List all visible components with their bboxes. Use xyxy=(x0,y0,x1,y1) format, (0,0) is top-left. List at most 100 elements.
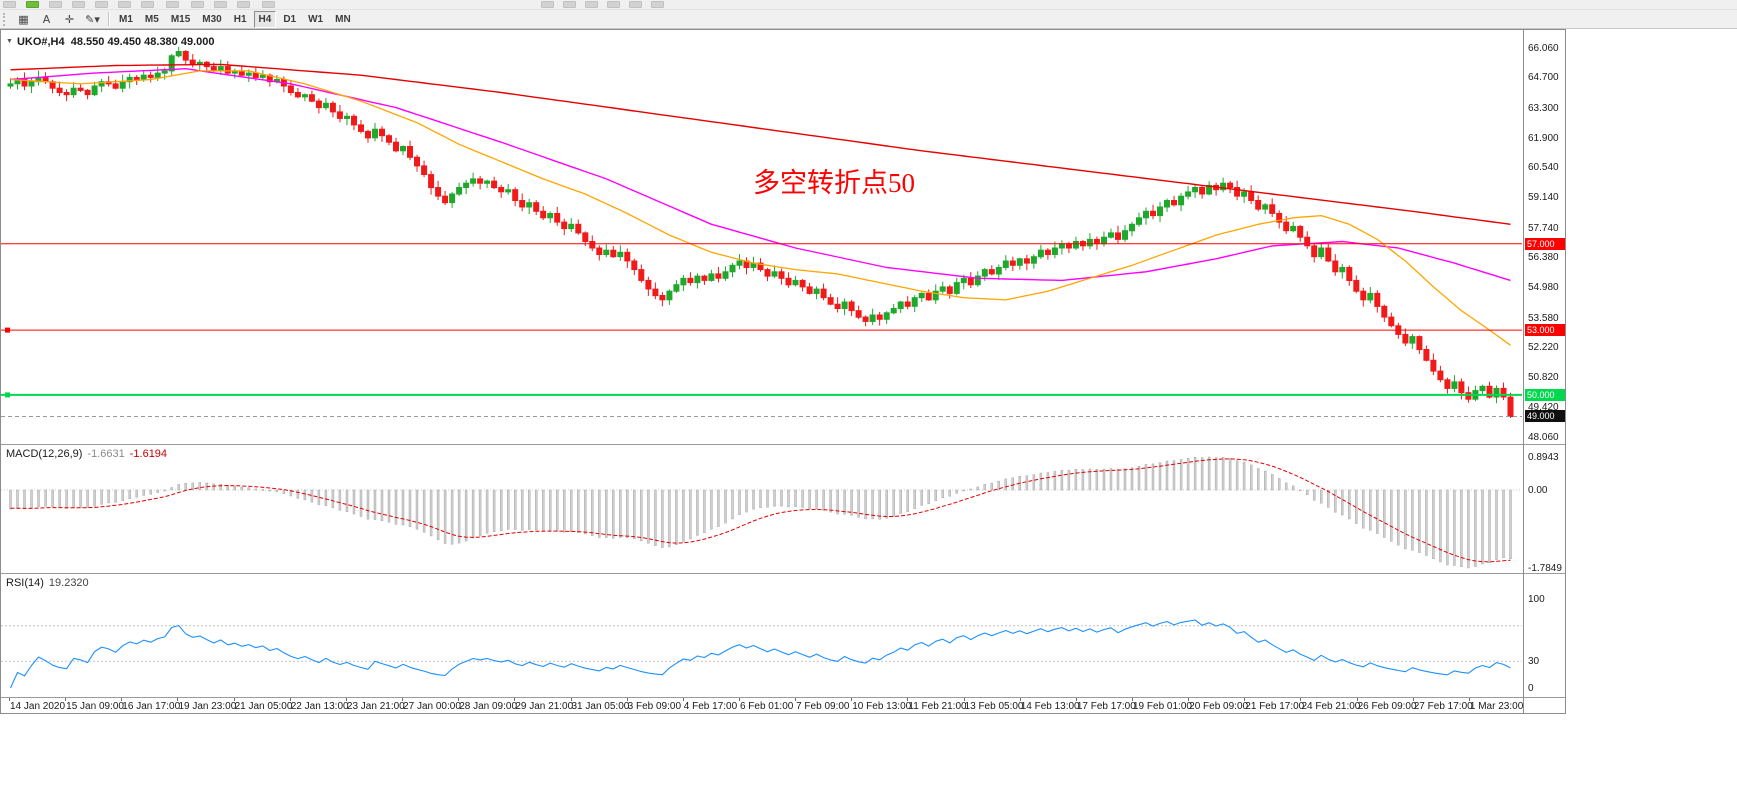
rsi-line xyxy=(9,619,1511,689)
price-scale[interactable]: 66.060 64.700 63.300 61.900 60.540 59.140 57.7… xyxy=(1523,30,1566,713)
last-price-tag: 49.000 xyxy=(1525,410,1565,423)
hline-handle[interactable] xyxy=(5,327,10,333)
timeframe-button-m30[interactable]: M30 xyxy=(202,13,222,25)
partial-toolbar-icon[interactable] xyxy=(651,1,664,8)
time-tick xyxy=(402,698,404,701)
macd-chart-canvas[interactable] xyxy=(1,446,1522,573)
time-tick xyxy=(795,698,797,701)
rsi-name: RSI(14) xyxy=(6,577,44,589)
rsi-scale-label: 0 xyxy=(1528,683,1534,694)
partial-toolbar-icon[interactable] xyxy=(72,1,85,8)
ma-fast-orange[interactable] xyxy=(10,70,1511,346)
chart-text-annotation[interactable]: 多空转折点50 xyxy=(753,168,915,198)
time-tick xyxy=(1356,698,1358,701)
date-label: 19 Feb 01:00 xyxy=(1133,701,1192,712)
chart-title-symbol: UKO#,H4 xyxy=(16,36,65,48)
partial-toolbar-icon[interactable] xyxy=(629,1,642,8)
price-scale-label: 48.060 xyxy=(1528,431,1559,443)
price-scale-label: 66.060 xyxy=(1528,43,1559,54)
partial-toolbar-icon[interactable] xyxy=(141,1,154,8)
timeframe-button-m15[interactable]: M15 xyxy=(170,13,191,25)
rsi-value: 19.2320 xyxy=(48,577,89,589)
price-scale-label: 57.740 xyxy=(1528,222,1559,234)
partial-toolbar-icon[interactable] xyxy=(118,1,131,8)
panel-separator[interactable] xyxy=(1,444,1565,445)
date-label: 27 Feb 17:00 xyxy=(1413,701,1473,712)
hline-handle[interactable] xyxy=(5,392,10,398)
rsi-panel[interactable]: RSI(14) 19.2320 xyxy=(1,575,1522,697)
time-tick xyxy=(682,698,684,701)
date-label: 20 Feb 09:00 xyxy=(1189,701,1249,712)
date-label: 23 Jan 21:00 xyxy=(346,701,405,712)
rsi-chart-canvas[interactable] xyxy=(1,575,1522,697)
price-panel[interactable]: ▼ UKO#,H4 48.550 49.450 48.380 49.000 多空转… xyxy=(1,30,1522,444)
panel-separator[interactable] xyxy=(1,573,1565,574)
timeframe-button-h1[interactable]: H1 xyxy=(233,13,247,25)
date-label: 29 Jan 21:00 xyxy=(515,701,574,712)
time-tick xyxy=(121,698,123,701)
price-scale-label: 64.700 xyxy=(1528,72,1559,84)
timeframe-button-m5[interactable]: M5 xyxy=(144,13,159,25)
crosshair-button[interactable]: ✛ xyxy=(59,10,80,28)
toolbar-gripper[interactable] xyxy=(3,12,9,26)
chart-window: ▼ UKO#,H4 48.550 49.450 48.380 49.000 多空转… xyxy=(0,29,1566,714)
date-label: 22 Jan 13:00 xyxy=(290,701,349,712)
partial-toolbar-icon[interactable] xyxy=(563,1,576,8)
time-tick xyxy=(1019,698,1021,701)
partial-toolbar-icon[interactable] xyxy=(166,1,179,8)
timeframe-group: M1 M5 M15 M30 H1 H4 D1 W1 MN xyxy=(113,10,357,28)
candlestick-series[interactable] xyxy=(7,46,1514,418)
partial-toolbar-icon[interactable] xyxy=(607,1,620,8)
rsi-scale-label: 30 xyxy=(1528,656,1540,668)
macd-scale-label: 0.8943 xyxy=(1528,452,1559,463)
chart-title-ohlc: 48.550 49.450 48.380 49.000 xyxy=(70,36,215,48)
partial-toolbar-icon[interactable] xyxy=(26,1,39,8)
text-label-button[interactable]: A xyxy=(36,10,57,28)
partial-toolbar-icon[interactable] xyxy=(262,1,275,8)
date-label: 3 Feb 09:00 xyxy=(627,701,682,712)
time-tick xyxy=(1244,698,1246,701)
date-label: 21 Jan 05:00 xyxy=(234,701,293,712)
time-tick xyxy=(289,698,291,701)
price-scale-label: 61.900 xyxy=(1528,132,1559,144)
partial-toolbar-icon[interactable] xyxy=(3,1,16,8)
partial-toolbar-icon[interactable] xyxy=(191,1,204,8)
time-tick xyxy=(1300,698,1302,701)
time-tick xyxy=(738,698,740,701)
timeframe-button-w1[interactable]: W1 xyxy=(308,13,324,25)
time-tick xyxy=(570,698,572,701)
partial-toolbar-icon[interactable] xyxy=(49,1,62,8)
time-tick xyxy=(233,698,235,701)
time-tick xyxy=(1075,698,1077,701)
partial-toolbar-icon[interactable] xyxy=(541,1,554,8)
macd-histogram xyxy=(9,456,1512,569)
date-label: 27 Jan 00:00 xyxy=(403,701,461,712)
toolbar: ▦ A ✛ ✎▾ M1 M5 M15 M30 H1 H4 D1 W1 MN xyxy=(0,10,1737,29)
panel-separator[interactable] xyxy=(1,697,1565,698)
time-scale[interactable]: 14 Jan 2020 15 Jan 09:00 16 Jan 17:00 19 Ja… xyxy=(1,698,1565,713)
time-tick xyxy=(626,698,628,701)
date-label: 28 Jan 09:00 xyxy=(459,701,518,712)
partial-toolbar-icon[interactable] xyxy=(585,1,598,8)
price-chart-canvas[interactable] xyxy=(1,30,1522,444)
partial-toolbar-icon[interactable] xyxy=(237,1,250,8)
price-scale-label: 56.380 xyxy=(1528,252,1559,264)
time-tick xyxy=(851,698,853,701)
ma-slow-red[interactable] xyxy=(10,63,1511,225)
timeframe-button-m1[interactable]: M1 xyxy=(119,13,133,25)
time-tick xyxy=(1412,698,1414,701)
timeframe-button-h4[interactable]: H4 xyxy=(253,10,277,28)
symbol-dropdown-icon[interactable]: ▼ xyxy=(6,38,13,45)
partial-toolbar-icon[interactable] xyxy=(214,1,227,8)
chart-grid-button[interactable]: ▦ xyxy=(13,10,34,28)
text-label-icon: A xyxy=(42,12,51,26)
time-tick xyxy=(1468,698,1470,701)
timeframe-button-mn[interactable]: MN xyxy=(335,13,351,25)
partial-toolbar-icon[interactable] xyxy=(95,1,108,8)
ma-mid-magenta[interactable] xyxy=(10,68,1511,282)
macd-label: MACD(12,26,9) -1.6631 -1.6194 xyxy=(6,448,167,460)
draw-tools-button[interactable]: ✎▾ xyxy=(82,10,103,28)
macd-panel[interactable]: MACD(12,26,9) -1.6631 -1.6194 xyxy=(1,446,1522,573)
date-label: 17 Feb 17:00 xyxy=(1076,701,1136,712)
timeframe-button-d1[interactable]: D1 xyxy=(283,13,297,25)
